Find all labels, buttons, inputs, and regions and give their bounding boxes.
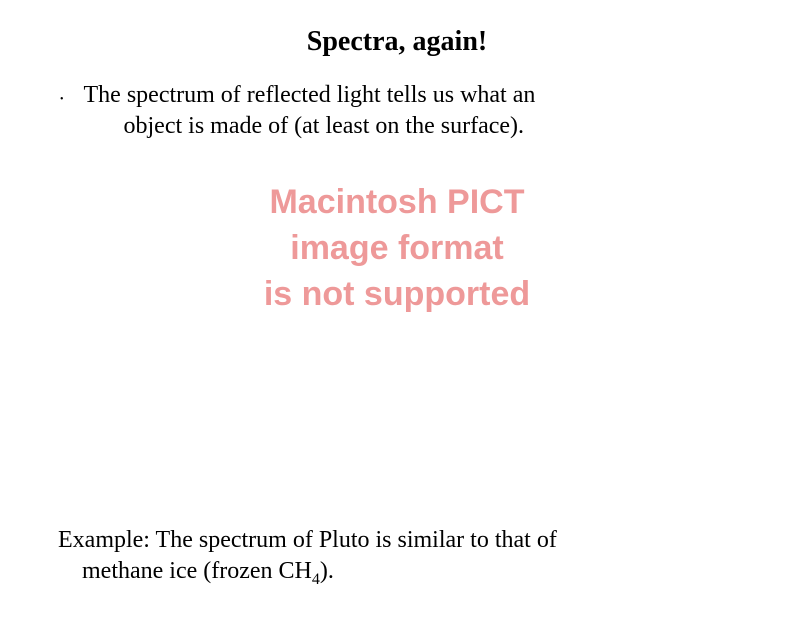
slide-title: Spectra, again!: [0, 26, 794, 58]
bullet-dot-icon: •: [60, 94, 64, 105]
example-line2: methane ice (frozen CH4).: [58, 556, 736, 591]
intro-paragraph: • The spectrum of reflected light tells …: [0, 80, 794, 142]
intro-line2: object is made of (at least on the surfa…: [84, 111, 536, 142]
error-line1: Macintosh PICT: [269, 183, 524, 221]
example-line1: Example: The spectrum of Pluto is simila…: [58, 527, 557, 553]
example-text: Example: The spectrum of Pluto is simila…: [58, 525, 736, 591]
error-line3: is not supported: [264, 275, 530, 313]
pict-error-text: Macintosh PICT image format is not suppo…: [0, 180, 794, 318]
intro-line1: The spectrum of reflected light tells us…: [84, 82, 536, 108]
example-subscript: 4: [312, 571, 320, 588]
intro-text: The spectrum of reflected light tells us…: [84, 80, 536, 142]
example-line2-prefix: methane ice (frozen CH: [82, 558, 312, 584]
pict-error-block: Macintosh PICT image format is not suppo…: [0, 180, 794, 318]
example-paragraph: Example: The spectrum of Pluto is simila…: [58, 525, 736, 591]
error-line2: image format: [290, 229, 504, 267]
example-line2-suffix: ).: [320, 558, 334, 584]
